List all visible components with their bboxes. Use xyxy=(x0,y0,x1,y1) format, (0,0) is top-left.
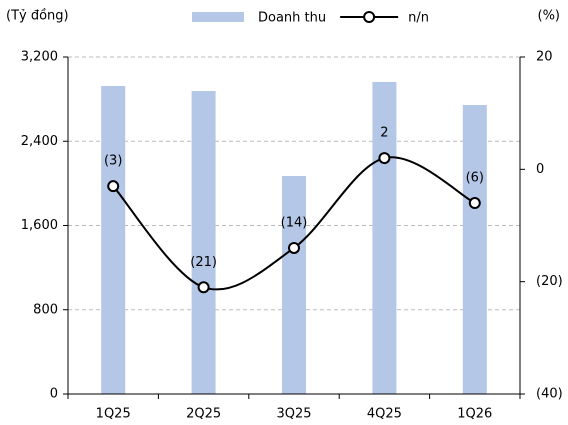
x-tick-label: 3Q25 xyxy=(276,407,311,422)
bar xyxy=(372,81,397,395)
data-label: (21) xyxy=(190,255,217,270)
marker xyxy=(288,241,300,254)
marker xyxy=(468,197,481,210)
y-tick-label: 0 xyxy=(50,387,58,402)
y-tick-label: 2,400 xyxy=(21,134,58,149)
y-axis-label: (Tỷ đồng) xyxy=(6,9,69,24)
data-label: (6) xyxy=(466,171,484,186)
legend-marker xyxy=(363,11,376,23)
x-tick-label: 2Q25 xyxy=(186,407,221,422)
y-tick-label: 1,600 xyxy=(21,218,58,233)
x-tick-label: 4Q25 xyxy=(367,407,402,422)
marker xyxy=(107,180,120,193)
bar xyxy=(462,105,487,395)
data-label: (3) xyxy=(104,154,122,169)
legend-label: n/n xyxy=(408,11,429,26)
y2-tick-label: (40) xyxy=(536,387,563,402)
y-tick-label: 3,200 xyxy=(21,50,58,65)
bar xyxy=(191,91,216,395)
y2-tick-label: (20) xyxy=(536,274,563,289)
legend-label: Doanh thu xyxy=(258,11,326,26)
marker xyxy=(197,281,210,294)
y-tick-label: 800 xyxy=(33,302,58,317)
marker xyxy=(378,152,391,165)
data-label: 2 xyxy=(380,126,388,141)
y2-tick-label: 0 xyxy=(536,162,544,177)
x-tick-label: 1Q25 xyxy=(96,407,131,422)
y2-tick-label: 20 xyxy=(536,50,553,65)
data-label: (14) xyxy=(281,215,308,230)
y2-axis-label: (%) xyxy=(538,9,561,24)
bar xyxy=(282,176,306,394)
x-tick-label: 1Q26 xyxy=(457,407,492,422)
bar xyxy=(101,85,126,394)
legend-swatch xyxy=(192,12,244,22)
